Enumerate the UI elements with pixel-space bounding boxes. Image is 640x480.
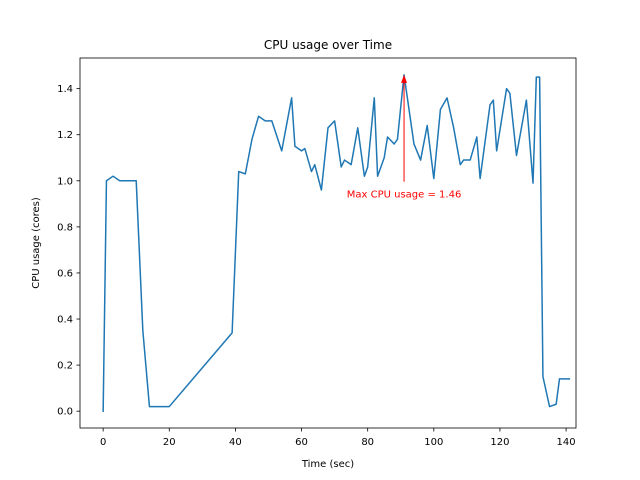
x-tick-label: 140: [557, 437, 576, 448]
plot-area: [80, 58, 576, 428]
chart-title: CPU usage over Time: [264, 38, 392, 52]
x-tick-label: 20: [163, 437, 176, 448]
x-tick-label: 120: [490, 437, 509, 448]
x-tick-label: 0: [100, 437, 106, 448]
y-tick-label: 1.4: [57, 84, 73, 95]
x-axis-label: Time (sec): [301, 459, 354, 470]
y-tick-label: 0.0: [57, 407, 73, 418]
y-axis-label: CPU usage (cores): [31, 197, 42, 289]
x-axis: 0 20 40 60 80 100 120 140: [100, 428, 576, 448]
x-tick-label: 100: [424, 437, 443, 448]
plot-frame: [79, 57, 577, 429]
x-tick-label: 60: [295, 437, 308, 448]
annotation-arrow-head: [401, 74, 408, 83]
cpu-usage-line: [102, 74, 571, 412]
y-tick-label: 0.4: [57, 315, 73, 326]
y-tick-label: 0.2: [57, 361, 73, 372]
y-tick-label: 1.0: [57, 176, 73, 187]
max-cpu-annotation: Max CPU usage = 1.46: [347, 190, 462, 201]
series-layer: [102, 74, 571, 412]
y-axis: 0.0 0.2 0.4 0.6 0.8 1.0 1.2 1.4: [57, 84, 80, 418]
x-tick-label: 80: [361, 437, 374, 448]
y-tick-label: 0.8: [57, 222, 73, 233]
x-tick-label: 40: [229, 437, 242, 448]
annotation-layer: Max CPU usage = 1.46: [347, 74, 462, 201]
y-tick-label: 1.2: [57, 130, 73, 141]
y-tick-label: 0.6: [57, 268, 73, 279]
plot-background: [80, 58, 576, 428]
